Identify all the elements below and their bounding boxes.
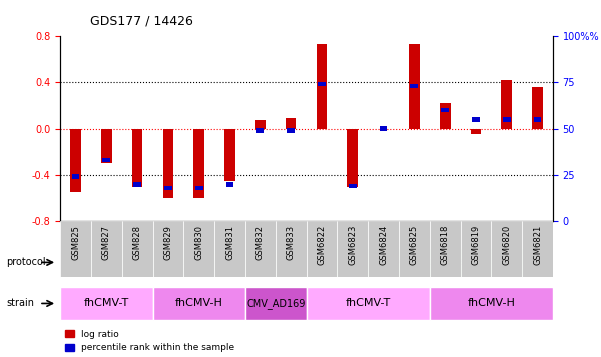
Text: GSM825: GSM825 — [71, 225, 80, 260]
FancyBboxPatch shape — [460, 221, 492, 277]
Text: GSM6825: GSM6825 — [410, 225, 419, 265]
Text: GDS177 / 14426: GDS177 / 14426 — [90, 14, 193, 27]
Bar — [532, 87, 543, 129]
FancyBboxPatch shape — [307, 287, 430, 320]
Bar — [72, 175, 79, 179]
Bar — [410, 84, 418, 88]
Bar — [501, 80, 512, 129]
Bar — [380, 126, 388, 131]
FancyBboxPatch shape — [522, 221, 553, 277]
Bar — [471, 129, 481, 134]
Bar — [285, 118, 296, 129]
Text: GSM827: GSM827 — [102, 225, 111, 260]
Text: GSM6822: GSM6822 — [317, 225, 326, 265]
Bar — [347, 129, 358, 186]
Text: GSM829: GSM829 — [163, 225, 172, 260]
Text: fhCMV-H: fhCMV-H — [175, 298, 222, 308]
Bar — [349, 184, 356, 188]
Bar — [102, 158, 110, 162]
Text: GSM6820: GSM6820 — [502, 225, 511, 265]
Bar — [317, 44, 328, 129]
Legend: log ratio, percentile rank within the sample: log ratio, percentile rank within the sa… — [65, 330, 234, 352]
FancyBboxPatch shape — [368, 221, 399, 277]
FancyBboxPatch shape — [91, 221, 121, 277]
Text: active: active — [166, 257, 200, 267]
Text: GSM6818: GSM6818 — [441, 225, 450, 265]
Text: GSM833: GSM833 — [287, 225, 296, 260]
Text: GSM6824: GSM6824 — [379, 225, 388, 265]
FancyBboxPatch shape — [492, 221, 522, 277]
Bar — [409, 44, 419, 129]
Text: GSM6821: GSM6821 — [533, 225, 542, 265]
Bar — [70, 129, 81, 192]
FancyBboxPatch shape — [430, 221, 460, 277]
Bar — [472, 117, 480, 121]
Bar — [133, 182, 141, 186]
Bar — [318, 82, 326, 86]
FancyBboxPatch shape — [276, 221, 307, 277]
FancyBboxPatch shape — [245, 287, 307, 320]
Bar — [101, 129, 112, 163]
Bar — [534, 117, 542, 121]
FancyBboxPatch shape — [153, 287, 245, 320]
FancyBboxPatch shape — [153, 221, 183, 277]
Text: GSM832: GSM832 — [256, 225, 265, 260]
FancyBboxPatch shape — [307, 248, 553, 277]
Text: fhCMV-H: fhCMV-H — [468, 298, 515, 308]
Text: GSM6819: GSM6819 — [471, 225, 480, 265]
Text: GSM828: GSM828 — [133, 225, 142, 260]
Bar — [257, 128, 264, 133]
Bar — [194, 129, 204, 198]
FancyBboxPatch shape — [399, 221, 430, 277]
Text: strain: strain — [6, 298, 34, 308]
FancyBboxPatch shape — [60, 248, 307, 277]
FancyBboxPatch shape — [121, 221, 153, 277]
Text: fhCMV-T: fhCMV-T — [346, 298, 391, 308]
FancyBboxPatch shape — [214, 221, 245, 277]
FancyBboxPatch shape — [60, 221, 91, 277]
Bar — [132, 129, 142, 186]
Bar — [164, 186, 172, 190]
Bar — [440, 103, 451, 129]
FancyBboxPatch shape — [307, 221, 337, 277]
FancyBboxPatch shape — [337, 221, 368, 277]
FancyBboxPatch shape — [183, 221, 214, 277]
Text: CMV_AD169: CMV_AD169 — [246, 298, 305, 309]
Text: UV-inactivated: UV-inactivated — [389, 257, 471, 267]
Text: GSM6823: GSM6823 — [348, 225, 357, 265]
Bar — [162, 129, 173, 198]
FancyBboxPatch shape — [60, 287, 153, 320]
FancyBboxPatch shape — [245, 221, 276, 277]
Text: fhCMV-T: fhCMV-T — [84, 298, 129, 308]
Bar — [225, 182, 233, 186]
Text: GSM830: GSM830 — [194, 225, 203, 260]
Text: protocol: protocol — [6, 257, 46, 267]
Bar — [195, 186, 203, 190]
Bar — [287, 128, 295, 133]
Bar — [503, 117, 511, 121]
FancyBboxPatch shape — [430, 287, 553, 320]
Bar — [255, 120, 266, 129]
Text: GSM831: GSM831 — [225, 225, 234, 260]
Bar — [441, 108, 449, 112]
Bar — [224, 129, 235, 181]
